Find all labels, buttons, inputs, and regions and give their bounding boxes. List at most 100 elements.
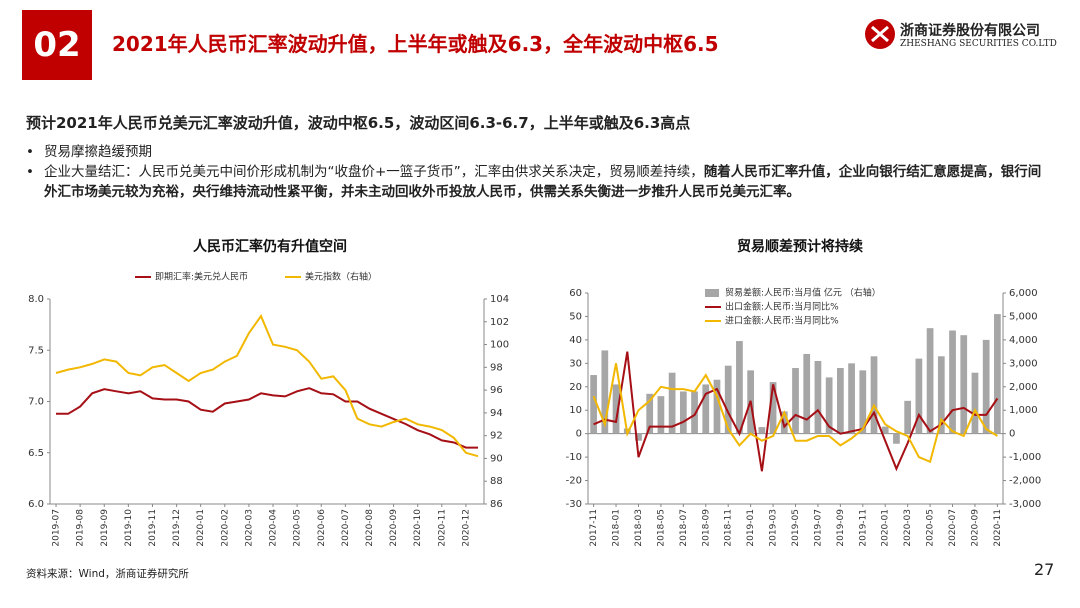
x-tick-label: 2019-05	[791, 509, 801, 547]
lead-text: 预计2021年人民币兑美元汇率波动升值，波动中枢6.5，波动区间6.3-6.7，…	[26, 114, 691, 132]
bar	[612, 384, 620, 434]
x-tick-label: 2020-08	[365, 509, 375, 547]
bar	[960, 335, 968, 434]
bar	[724, 365, 732, 434]
y-tick-label: 40	[569, 335, 582, 346]
line	[56, 387, 478, 449]
y2-tick-label: 96	[490, 385, 503, 396]
x-tick-label: 2018-11	[724, 509, 734, 547]
bar	[971, 372, 979, 434]
y2-tick-label: 104	[490, 294, 509, 305]
x-tick-label: 2020-02	[220, 509, 230, 547]
bar	[982, 339, 990, 434]
x-tick-label: 2020-04	[269, 509, 279, 547]
y2-tick-label: 5,000	[1009, 311, 1038, 322]
bullet: 企业大量结汇：人民币兑美元中间价形成机制为“收盘价+一篮子货币”，汇率由供求关系…	[26, 162, 1046, 202]
bar	[904, 400, 912, 434]
x-tick-label: 2020-07	[948, 509, 958, 547]
bar	[780, 411, 788, 434]
slide-title: 2021年人民币汇率波动升值，上半年或触及6.3，全年波动中枢6.5	[112, 32, 719, 56]
y-tick-label: 7.0	[28, 397, 44, 408]
y2-tick-label: -1,000	[1009, 452, 1041, 463]
legend-label: 进口金额:人民币:当月同比%	[725, 315, 839, 327]
bar	[814, 360, 822, 434]
bullet-normal: 企业大量结汇：人民币兑美元中间价形成机制为“收盘价+一篮子货币”，汇率由供求关系…	[44, 164, 704, 180]
x-tick-label: 2020-09	[970, 509, 980, 547]
y2-tick-label: 3,000	[1009, 358, 1038, 369]
y2-tick-label: 94	[490, 408, 503, 419]
y2-tick-label: 102	[490, 317, 509, 328]
y2-tick-label: 4,000	[1009, 335, 1038, 346]
y2-tick-label: 88	[490, 476, 503, 487]
bar	[893, 433, 900, 444]
y2-tick-label: 86	[490, 499, 503, 510]
bar	[792, 368, 799, 434]
x-tick-label: 2020-06	[317, 509, 327, 547]
section-number: 02	[22, 10, 92, 80]
x-tick-label: 2018-05	[656, 509, 666, 547]
bar	[859, 370, 867, 434]
x-tick-label: 2018-03	[634, 509, 644, 547]
bar	[691, 391, 698, 434]
x-tick-label: 2019-09	[836, 509, 846, 547]
bar	[825, 377, 833, 434]
page-number: 27	[1034, 560, 1055, 579]
y-tick-label: 6.0	[28, 499, 44, 510]
bar	[646, 393, 654, 434]
x-tick-label: 2017-11	[589, 509, 599, 547]
y2-tick-label: 92	[490, 431, 503, 442]
legend-label: 美元指数（右轴）	[305, 271, 377, 283]
bar	[949, 330, 956, 434]
x-tick-label: 2020-10	[413, 509, 423, 547]
x-tick-label: 2019-09	[100, 509, 110, 547]
y2-tick-label: 90	[490, 453, 503, 464]
x-tick-label: 2019-11	[148, 509, 158, 547]
bar	[601, 350, 609, 434]
line	[55, 314, 479, 458]
y-tick-label: 8.0	[28, 294, 44, 305]
bar	[870, 356, 878, 434]
x-tick-label: 2020-05	[293, 509, 303, 547]
x-tick-label: 2020-01	[881, 509, 891, 547]
x-tick-label: 2020-11	[437, 509, 447, 547]
y-tick-label: -30	[566, 499, 582, 510]
y-tick-label: -20	[566, 476, 582, 487]
chart-title: 人民币汇率仍有升值空间	[193, 238, 347, 255]
x-tick-label: 2019-01	[746, 509, 756, 547]
y2-tick-label: 0	[1009, 429, 1015, 440]
legend-label: 即期汇率:美元兑人民币	[155, 271, 248, 283]
y2-tick-label: -2,000	[1009, 476, 1041, 487]
x-tick-label: 2018-09	[701, 509, 711, 547]
bar	[679, 391, 687, 434]
bar	[713, 379, 721, 434]
bar	[915, 358, 923, 434]
legend-label: 出口金额:人民币:当月同比%	[725, 301, 839, 313]
bullet-text: 贸易摩擦趋缓预期	[44, 144, 152, 160]
x-tick-label: 2019-07	[813, 509, 823, 547]
bar	[937, 356, 945, 434]
x-tick-label: 2020-01	[196, 509, 206, 547]
bar	[837, 368, 844, 434]
chart-title: 贸易顺差预计将持续	[737, 238, 863, 255]
bar	[926, 328, 934, 434]
x-tick-label: 2020-05	[926, 509, 936, 547]
bullet: 贸易摩擦趋缓预期	[26, 142, 1046, 162]
x-tick-label: 2019-12	[172, 509, 182, 547]
logo-glyph	[871, 25, 889, 43]
x-tick-label: 2018-01	[612, 509, 622, 547]
legend-swatch	[705, 289, 719, 297]
y-tick-label: 20	[569, 382, 582, 393]
bar	[590, 375, 597, 434]
line	[593, 351, 999, 472]
x-tick-label: 2019-10	[124, 509, 134, 547]
bar	[769, 382, 777, 434]
bar	[803, 353, 811, 434]
y2-tick-label: -3,000	[1009, 499, 1041, 510]
x-tick-label: 2019-07	[52, 509, 62, 547]
line	[592, 363, 998, 464]
y2-tick-label: 1,000	[1009, 405, 1038, 416]
x-tick-label: 2020-07	[341, 509, 351, 547]
x-tick-label: 2020-11	[993, 509, 1003, 547]
bar	[736, 341, 743, 434]
